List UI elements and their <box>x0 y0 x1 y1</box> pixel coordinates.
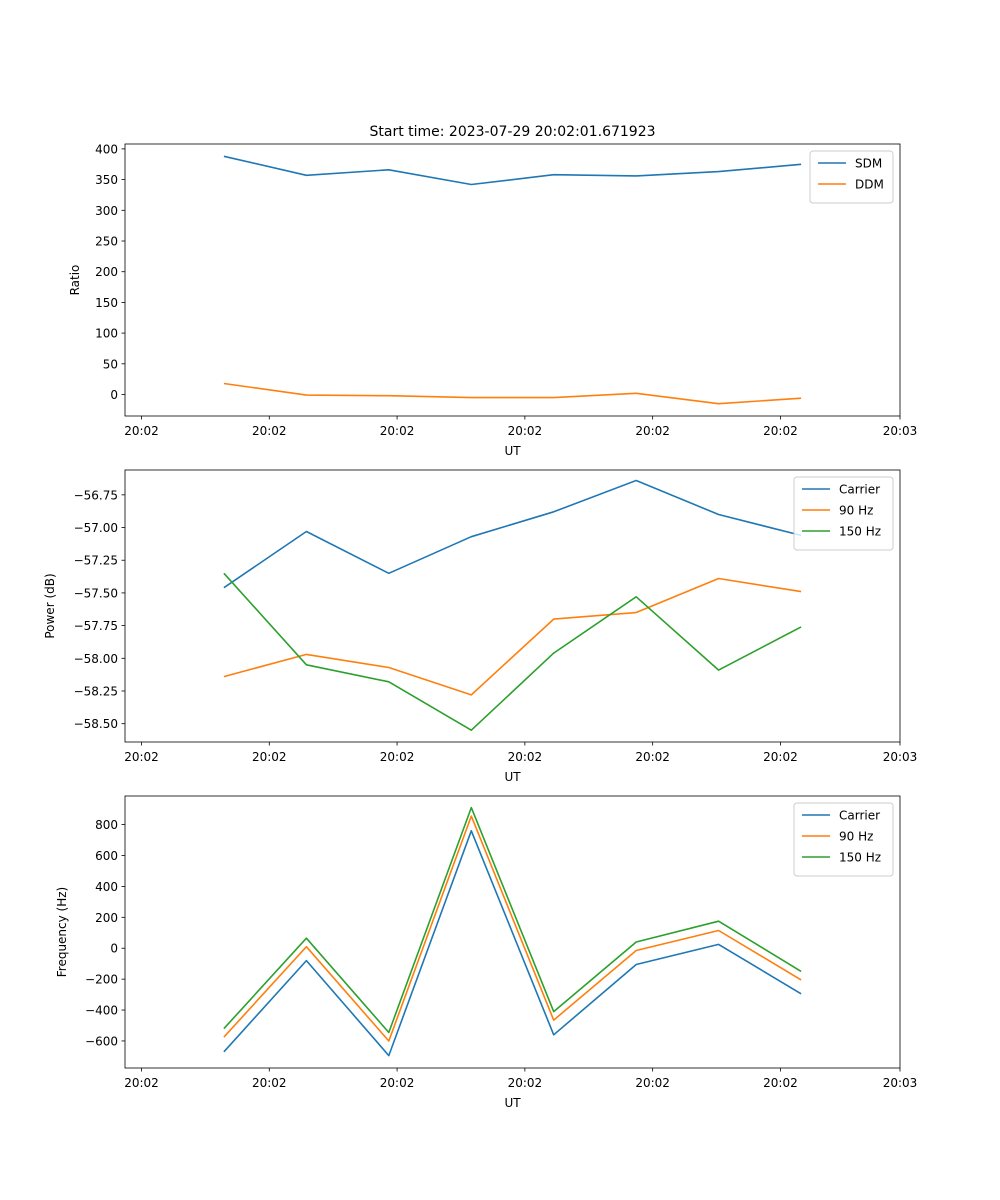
y-tick-label: −58.25 <box>74 685 118 699</box>
y-tick-label: −56.75 <box>74 488 118 502</box>
x-tick-label: 20:02 <box>380 424 415 438</box>
y-tick-label: 300 <box>95 204 118 218</box>
x-tick-label: 20:02 <box>380 1076 415 1090</box>
y-tick-label: 0 <box>110 388 118 402</box>
legend-label: 150 Hz <box>839 851 881 865</box>
y-tick-label: 400 <box>95 142 118 156</box>
series-line-carrier <box>223 479 802 589</box>
plot-frame <box>124 469 901 743</box>
y-tick-label: 150 <box>95 296 118 310</box>
x-axis-label: UT <box>504 444 521 458</box>
y-axis-label: Power (dB) <box>43 573 57 638</box>
panel-1: 0 50 100 150 200 250 300 350 400 20:02 20:02 20:02 2… <box>68 142 917 458</box>
y-tick-label: −57.50 <box>74 586 118 600</box>
legend-box <box>809 150 894 204</box>
y-tick-label: 600 <box>95 849 118 863</box>
y-tick-label: −58.00 <box>74 652 118 666</box>
x-axis-label: UT <box>504 770 521 784</box>
x-tick-label: 20:02 <box>763 1076 798 1090</box>
legend-label: DDM <box>855 178 884 192</box>
series-line-90-hz <box>223 815 802 1042</box>
x-tick-label: 20:03 <box>883 750 918 764</box>
legend: SDM DDM <box>809 150 894 204</box>
x-tick-label: 20:02 <box>252 1076 287 1090</box>
series-line-carrier <box>223 829 802 1057</box>
series-line-90-hz <box>223 577 802 696</box>
x-tick-label: 20:03 <box>883 424 918 438</box>
x-tick-label: 20:02 <box>124 1076 159 1090</box>
y-tick-label: −57.25 <box>74 554 118 568</box>
y-axis-label: Ratio <box>68 265 82 296</box>
y-tick-label: 100 <box>95 327 118 341</box>
y-tick-label: −400 <box>85 1004 118 1018</box>
legend: Carrier 90 Hz 150 Hz <box>793 802 894 877</box>
legend-label: 90 Hz <box>839 830 873 844</box>
x-axis-label: UT <box>504 1096 521 1110</box>
x-tick-label: 20:02 <box>124 750 159 764</box>
y-tick-label: 200 <box>95 265 118 279</box>
x-tick-label: 20:02 <box>124 424 159 438</box>
x-tick-label: 20:02 <box>635 1076 670 1090</box>
y-tick-label: −58.50 <box>74 717 118 731</box>
x-tick-label: 20:02 <box>508 750 543 764</box>
panel-3: −600 −400 −200 0 200 400 600 800 20:02 20:02 20:02… <box>55 795 918 1110</box>
series-line-150-hz <box>223 806 802 1034</box>
y-tick-label: 800 <box>95 818 118 832</box>
x-tick-label: 20:02 <box>252 750 287 764</box>
y-tick-label: 200 <box>95 911 118 925</box>
y-tick-label: −200 <box>85 973 118 987</box>
y-tick-label: 50 <box>103 357 118 371</box>
legend-label: SDM <box>855 157 882 171</box>
y-tick-label: −600 <box>85 1034 118 1048</box>
x-tick-label: 20:02 <box>635 424 670 438</box>
y-tick-label: 250 <box>95 235 118 249</box>
series-line-150-hz <box>223 572 802 732</box>
legend-label: 90 Hz <box>839 504 873 518</box>
x-tick-label: 20:02 <box>252 424 287 438</box>
legend-label: Carrier <box>839 483 880 497</box>
y-tick-label: −57.00 <box>74 521 118 535</box>
x-tick-label: 20:02 <box>508 424 543 438</box>
figure-title: Start time: 2023-07-29 20:02:01.671923 <box>369 124 655 140</box>
x-tick-label: 20:02 <box>380 750 415 764</box>
x-tick-label: 20:02 <box>635 750 670 764</box>
y-tick-label: 350 <box>95 173 118 187</box>
x-tick-label: 20:02 <box>763 424 798 438</box>
y-tick-label: −57.75 <box>74 619 118 633</box>
legend: Carrier 90 Hz 150 Hz <box>793 476 894 551</box>
y-axis-label: Frequency (Hz) <box>55 887 69 978</box>
series-line-ddm <box>223 382 802 405</box>
legend-label: 150 Hz <box>839 525 881 539</box>
x-tick-label: 20:02 <box>763 750 798 764</box>
x-tick-label: 20:02 <box>508 1076 543 1090</box>
y-tick-label: 400 <box>95 880 118 894</box>
plot-frame <box>124 143 901 417</box>
series-line-sdm <box>223 155 802 186</box>
x-tick-label: 20:03 <box>883 1076 918 1090</box>
panel-2: −58.50 −58.25 −58.00 −57.75 −57.50 −57.25 −57.… <box>43 469 918 784</box>
y-tick-label: 0 <box>110 942 118 956</box>
legend-label: Carrier <box>839 809 880 823</box>
